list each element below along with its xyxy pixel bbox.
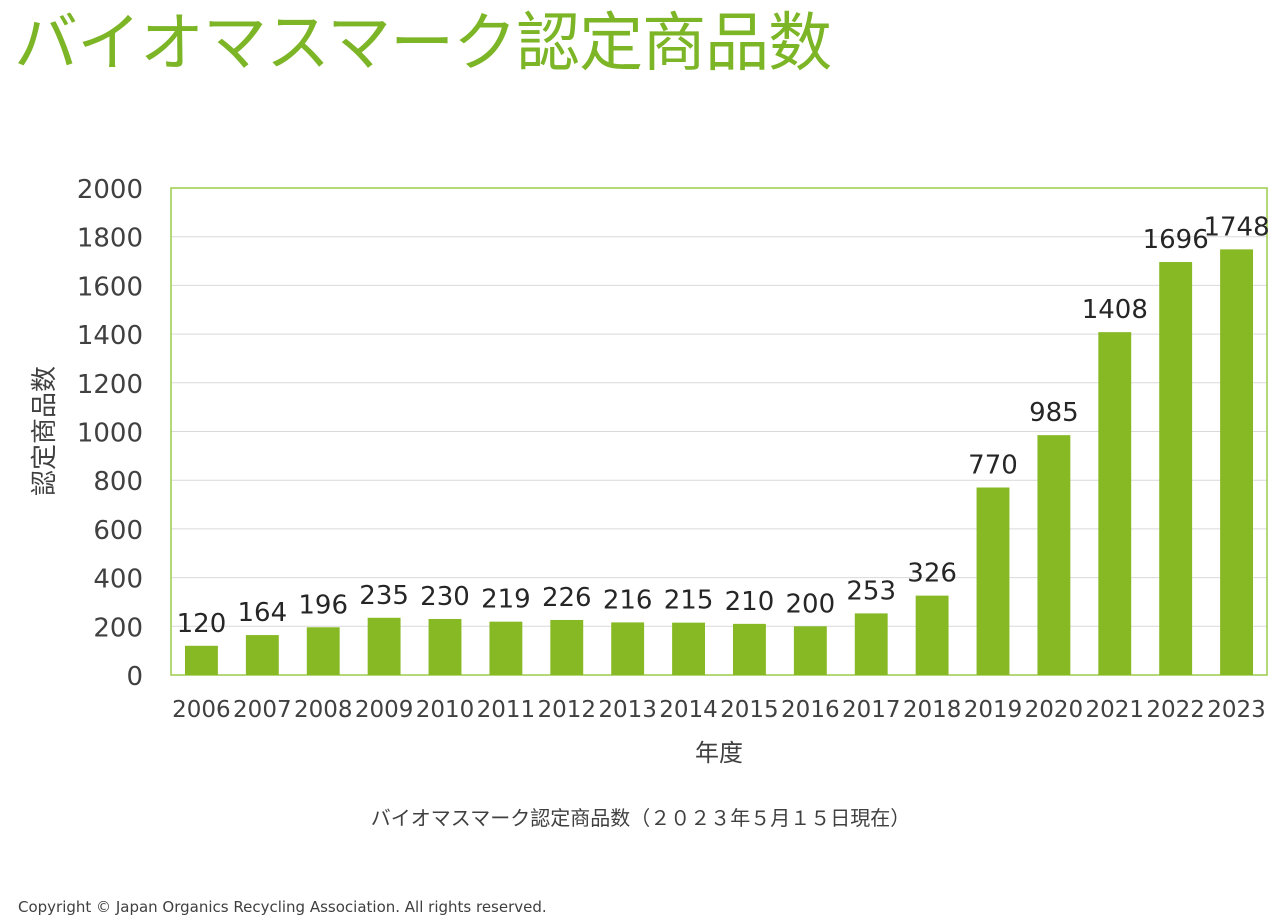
y-tick-label: 1600: [77, 272, 143, 302]
bars: [185, 249, 1253, 675]
data-label: 253: [846, 576, 896, 606]
data-label: 164: [238, 598, 288, 628]
data-label: 196: [298, 590, 348, 620]
x-tick-label: 2009: [355, 697, 414, 723]
x-tick-label: 2017: [842, 697, 901, 723]
data-label: 770: [968, 451, 1018, 481]
y-tick-label: 1200: [77, 370, 143, 400]
x-tick-label: 2016: [781, 697, 840, 723]
x-axis-ticks: 2006 2007 2008 2009 2010 2011 2012 2013 2014 2015…: [172, 697, 1266, 723]
bar: [245, 635, 279, 675]
bar: [1037, 435, 1071, 675]
y-tick-label: 1800: [77, 224, 143, 254]
y-tick-label: 1400: [77, 321, 143, 351]
bar: [550, 619, 584, 675]
bar: [1098, 332, 1132, 675]
x-tick-label: 2022: [1146, 697, 1205, 723]
data-labels: 120 164 196 235 230 219 226 216 215 210 200 253 326 7…: [177, 212, 1270, 638]
data-label: 235: [359, 581, 409, 611]
x-tick-label: 2023: [1207, 697, 1266, 723]
bar: [915, 595, 949, 675]
y-axis-title: 認定商品数: [30, 366, 60, 496]
data-label: 1748: [1203, 212, 1269, 242]
x-tick-label: 2012: [538, 697, 597, 723]
y-tick-label: 1000: [77, 419, 143, 449]
x-tick-label: 2011: [477, 697, 536, 723]
plot-frame: [170, 187, 1268, 676]
bar: [428, 618, 462, 675]
x-tick-label: 2013: [598, 697, 657, 723]
y-tick-label: 2000: [77, 175, 143, 205]
chart-caption: バイオマスマーク認定商品数（２０２３年５月１５日現在）: [370, 806, 911, 830]
data-label: 215: [664, 586, 714, 616]
data-label: 230: [420, 582, 470, 612]
x-tick-label: 2020: [1025, 697, 1084, 723]
data-label: 216: [603, 585, 653, 615]
x-tick-label: 2008: [294, 697, 353, 723]
bar: [1220, 249, 1253, 675]
x-tick-label: 2021: [1086, 697, 1145, 723]
x-tick-label: 2006: [172, 697, 231, 723]
x-tick-label: 2010: [416, 697, 475, 723]
bar: [793, 626, 827, 675]
bar: [185, 645, 218, 675]
bar: [306, 627, 340, 675]
y-tick-label: 600: [93, 516, 143, 546]
data-label: 210: [725, 587, 775, 617]
bar: [672, 622, 705, 675]
y-tick-label: 400: [93, 565, 143, 595]
bar: [367, 617, 401, 675]
x-tick-label: 2018: [903, 697, 962, 723]
bar: [489, 621, 523, 675]
y-tick-label: 200: [93, 613, 143, 643]
data-label: 326: [907, 559, 957, 589]
y-axis-ticks: 0 200 400 600 800 1000 1200 1400 1600 1800 2000: [77, 175, 143, 692]
data-label: 200: [786, 589, 836, 619]
y-tick-label: 800: [93, 467, 143, 497]
bar: [1159, 262, 1193, 675]
data-label: 1696: [1143, 225, 1209, 255]
data-label: 1408: [1082, 295, 1148, 325]
x-tick-label: 2007: [233, 697, 292, 723]
grid-lines: [171, 236, 1267, 627]
x-tick-label: 2019: [964, 697, 1023, 723]
x-tick-label: 2014: [659, 697, 718, 723]
bar: [611, 622, 645, 675]
data-label: 226: [542, 583, 592, 613]
y-tick-label: 0: [126, 662, 143, 692]
bar: [976, 487, 1010, 675]
data-label: 219: [481, 585, 531, 615]
slide-title: バイオマスマーク認定商品数: [14, 7, 832, 81]
x-axis-title: 年度: [695, 739, 743, 767]
data-label: 120: [177, 609, 227, 639]
copyright-notice: Copyright © Japan Organics Recycling Ass…: [18, 898, 547, 916]
bar: [733, 623, 766, 675]
x-tick-label: 2015: [720, 697, 779, 723]
data-label: 985: [1029, 398, 1079, 428]
bar: [854, 613, 888, 675]
